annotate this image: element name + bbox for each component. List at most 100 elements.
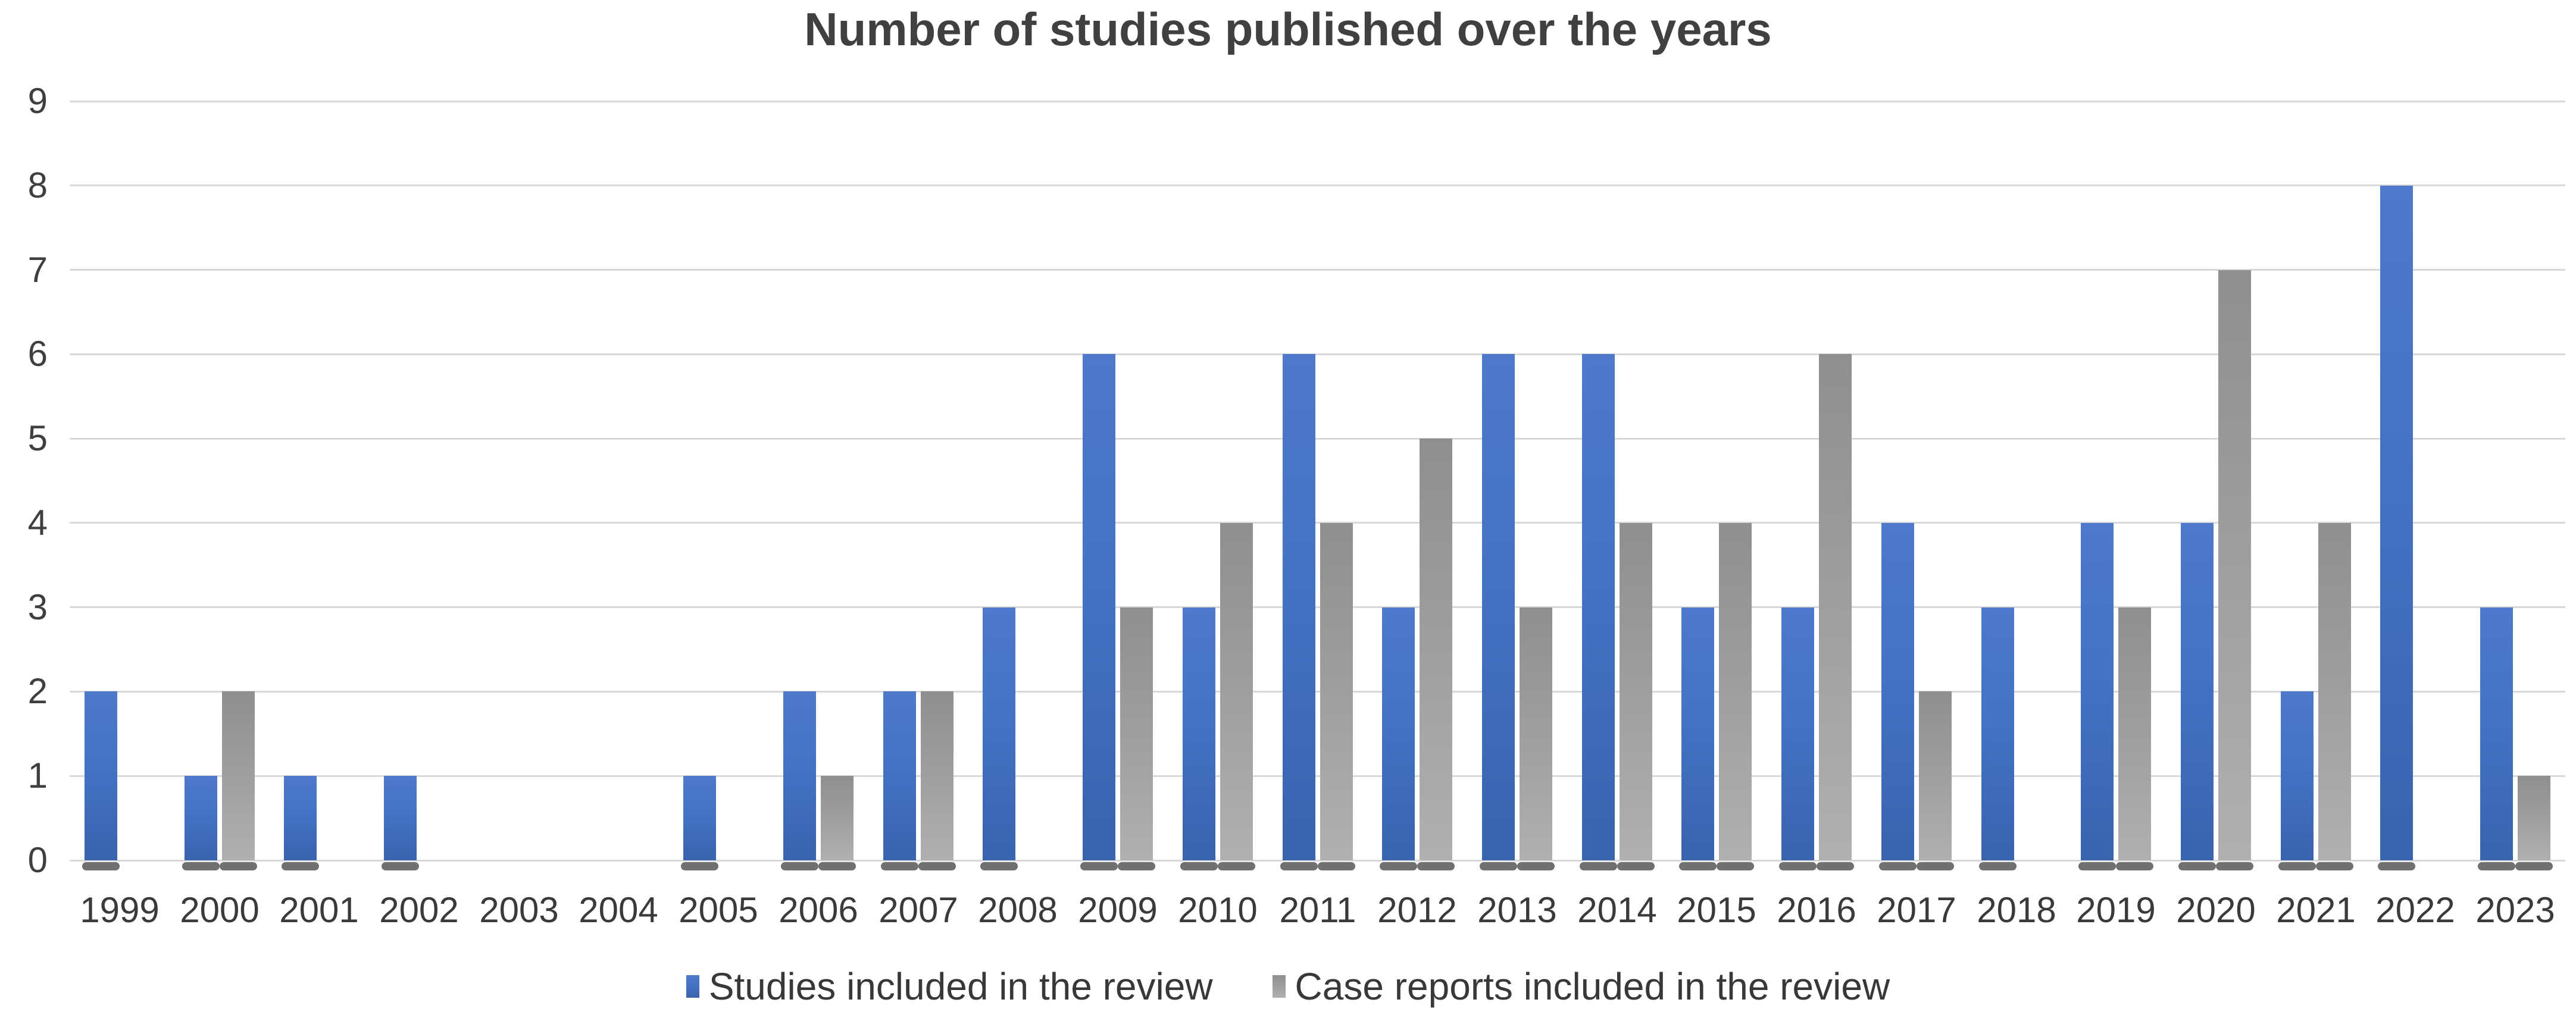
bar-studies-2018 bbox=[1981, 607, 2014, 860]
y-axis-label-5: 5 bbox=[27, 418, 48, 458]
bar-studies-2017 bbox=[1881, 523, 1914, 860]
bar-shadow-2019 bbox=[2116, 862, 2153, 870]
gridline-0 bbox=[70, 860, 2565, 862]
bar-shadow-2010 bbox=[1218, 862, 1255, 870]
bar-case-reports-2013 bbox=[1520, 607, 1552, 860]
bar-studies-2008 bbox=[983, 607, 1015, 860]
bar-studies-2010 bbox=[1183, 607, 1215, 860]
bar-case-reports-2011 bbox=[1320, 523, 1353, 860]
bar-studies-2000 bbox=[185, 776, 217, 860]
bar-studies-2013 bbox=[1482, 354, 1515, 860]
bar-studies-2020 bbox=[2181, 523, 2214, 860]
y-axis-label-6: 6 bbox=[27, 334, 48, 374]
bar-shadow-2020 bbox=[2178, 862, 2216, 870]
y-axis-label-3: 3 bbox=[27, 587, 48, 627]
bar-case-reports-2017 bbox=[1919, 691, 1952, 860]
x-axis-label-2013: 2013 bbox=[1477, 890, 1557, 930]
x-axis-label-2001: 2001 bbox=[279, 890, 359, 930]
y-axis-label-8: 8 bbox=[27, 165, 48, 205]
bar-case-reports-2023 bbox=[2518, 776, 2550, 860]
x-axis-label-2023: 2023 bbox=[2475, 890, 2555, 930]
bar-case-reports-2016 bbox=[1819, 354, 1852, 860]
bar-case-reports-2000 bbox=[222, 691, 255, 860]
legend-swatch-case-reports bbox=[1272, 975, 1286, 998]
legend-label-studies: Studies included in the review bbox=[708, 965, 1213, 1008]
bar-studies-2001 bbox=[284, 776, 317, 860]
bar-shadow-2011 bbox=[1318, 862, 1355, 870]
bar-case-reports-2019 bbox=[2118, 607, 2151, 860]
bar-studies-2007 bbox=[883, 691, 916, 860]
gridline-6 bbox=[70, 353, 2565, 355]
bar-studies-2005 bbox=[683, 776, 716, 860]
bar-shadow-2015 bbox=[1717, 862, 1754, 870]
x-axis-label-2003: 2003 bbox=[479, 890, 559, 930]
legend-swatch-studies bbox=[686, 975, 699, 998]
bar-shadow-2022 bbox=[2378, 862, 2415, 870]
bar-studies-2014 bbox=[1582, 354, 1615, 860]
bar-shadow-2010 bbox=[1180, 862, 1218, 870]
bar-studies-2019 bbox=[2081, 523, 2114, 860]
bar-shadow-2017 bbox=[1879, 862, 1917, 870]
bar-shadow-2015 bbox=[1679, 862, 1717, 870]
gridline-1 bbox=[70, 775, 2565, 777]
x-axis-label-2006: 2006 bbox=[779, 890, 858, 930]
x-axis-label-2009: 2009 bbox=[1078, 890, 1158, 930]
bar-shadow-2016 bbox=[1779, 862, 1817, 870]
bar-shadow-2014 bbox=[1617, 862, 1655, 870]
gridline-3 bbox=[70, 606, 2565, 608]
bar-shadow-1999 bbox=[82, 862, 120, 870]
x-axis-label-2015: 2015 bbox=[1677, 890, 1756, 930]
bar-shadow-2020 bbox=[2216, 862, 2253, 870]
legend-item-case-reports: Case reports included in the review bbox=[1272, 964, 1890, 1008]
gridline-4 bbox=[70, 522, 2565, 524]
bar-studies-2006 bbox=[783, 691, 816, 860]
x-axis-label-1999: 1999 bbox=[80, 890, 160, 930]
bar-shadow-2012 bbox=[1380, 862, 1417, 870]
gridline-5 bbox=[70, 438, 2565, 440]
bar-shadow-2002 bbox=[382, 862, 419, 870]
x-axis-label-2002: 2002 bbox=[379, 890, 459, 930]
bar-shadow-2023 bbox=[2515, 862, 2553, 870]
bar-studies-2009 bbox=[1083, 354, 1115, 860]
bar-shadow-2018 bbox=[1979, 862, 2017, 870]
bar-case-reports-2015 bbox=[1719, 523, 1752, 860]
bar-case-reports-2020 bbox=[2218, 270, 2251, 860]
bar-studies-2016 bbox=[1781, 607, 1814, 860]
gridline-2 bbox=[70, 691, 2565, 693]
gridline-9 bbox=[70, 101, 2565, 102]
x-axis-label-2008: 2008 bbox=[978, 890, 1058, 930]
y-axis-label-9: 9 bbox=[27, 81, 48, 121]
y-axis-label-1: 1 bbox=[27, 756, 48, 795]
bar-shadow-2013 bbox=[1480, 862, 1517, 870]
x-axis-label-2016: 2016 bbox=[1777, 890, 1856, 930]
bar-studies-2015 bbox=[1681, 607, 1714, 860]
bar-case-reports-2010 bbox=[1220, 523, 1253, 860]
bar-studies-2021 bbox=[2281, 691, 2314, 860]
y-axis-label-4: 4 bbox=[27, 503, 48, 543]
x-axis-label-2011: 2011 bbox=[1279, 890, 1356, 930]
bar-shadow-2005 bbox=[681, 862, 718, 870]
bar-shadow-2008 bbox=[980, 862, 1018, 870]
bar-shadow-2012 bbox=[1417, 862, 1455, 870]
bar-shadow-2007 bbox=[881, 862, 918, 870]
bar-shadow-2019 bbox=[2078, 862, 2116, 870]
x-axis-label-2021: 2021 bbox=[2276, 890, 2356, 930]
legend: Studies included in the review Case repo… bbox=[0, 957, 2576, 1015]
x-axis-label-2012: 2012 bbox=[1377, 890, 1457, 930]
bar-shadow-2021 bbox=[2316, 862, 2353, 870]
bar-shadow-2009 bbox=[1080, 862, 1118, 870]
chart-title: Number of studies published over the yea… bbox=[804, 3, 1772, 55]
x-axis-label-2018: 2018 bbox=[1977, 890, 2056, 930]
bar-shadow-2011 bbox=[1280, 862, 1318, 870]
bar-shadow-2007 bbox=[918, 862, 956, 870]
bar-shadow-2014 bbox=[1580, 862, 1617, 870]
bar-studies-2023 bbox=[2480, 607, 2513, 860]
y-axis-label-2: 2 bbox=[27, 671, 48, 711]
bar-shadow-2006 bbox=[781, 862, 818, 870]
bar-studies-1999 bbox=[85, 691, 117, 860]
x-axis-label-2020: 2020 bbox=[2176, 890, 2256, 930]
bar-studies-2011 bbox=[1283, 354, 1315, 860]
